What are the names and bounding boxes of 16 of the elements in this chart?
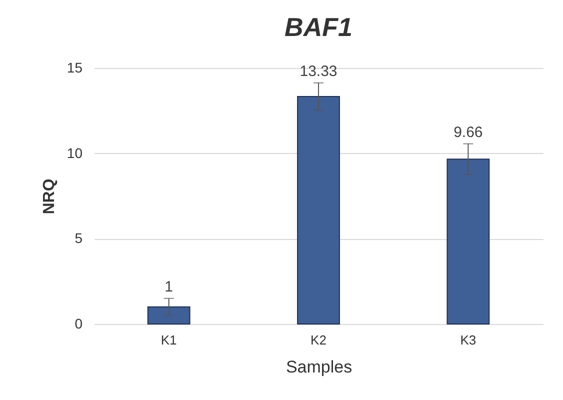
y-axis-title: NRQ (40, 178, 58, 214)
y-tick-label: 15 (66, 60, 83, 76)
y-tick-label: 5 (74, 230, 83, 246)
x-tick-label: K3 (460, 332, 476, 348)
x-tick-label: K1 (160, 332, 177, 348)
bar (297, 96, 340, 324)
x-tick-label: K2 (310, 332, 326, 348)
y-tick-label: 10 (66, 144, 83, 161)
x-axis-title: Samples (286, 358, 352, 376)
chart-title: BAF1 (284, 12, 352, 42)
data-label: 13.33 (300, 62, 338, 80)
bar (147, 306, 190, 324)
y-tick-label: 0 (74, 316, 83, 332)
data-label: 9.66 (454, 124, 483, 141)
data-label: 1 (164, 278, 174, 296)
bar (446, 158, 490, 324)
